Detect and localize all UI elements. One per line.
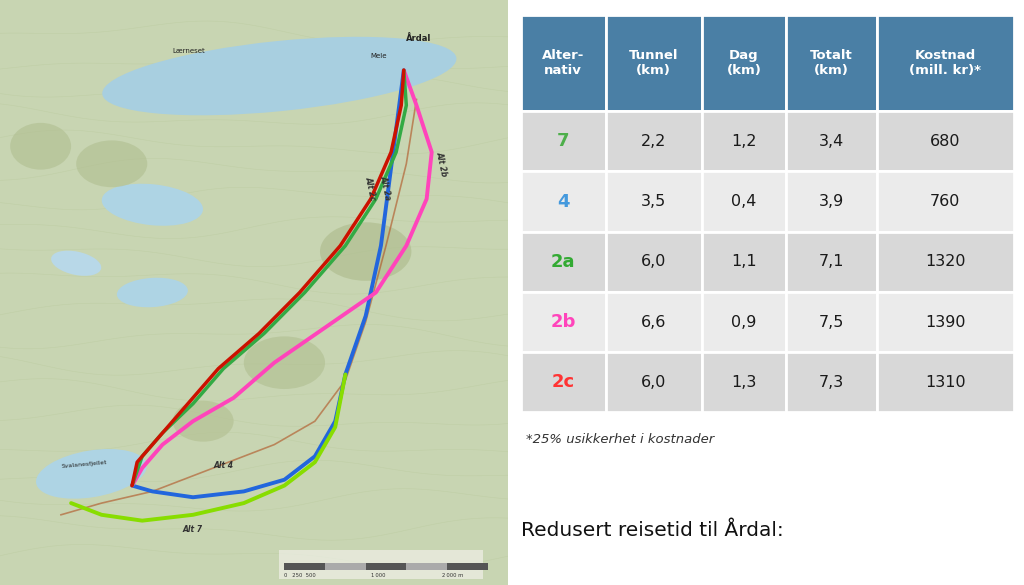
Bar <box>786 352 877 412</box>
Text: Redusert reisetid til Årdal:: Redusert reisetid til Årdal: <box>521 521 783 539</box>
Text: Mele: Mele <box>371 53 387 60</box>
Text: Svalanesfjellet: Svalanesfjellet <box>61 460 108 469</box>
Text: 1,1: 1,1 <box>731 254 757 269</box>
Bar <box>605 171 701 232</box>
Bar <box>877 292 1014 352</box>
Bar <box>786 292 877 352</box>
Bar <box>786 111 877 171</box>
Bar <box>877 232 1014 292</box>
Text: Dag
(km): Dag (km) <box>727 49 762 77</box>
Text: Alt 2a: Alt 2a <box>379 174 392 201</box>
Text: Totalt
(km): Totalt (km) <box>810 49 853 77</box>
Text: Alt 7: Alt 7 <box>183 525 203 534</box>
Text: 1,3: 1,3 <box>731 375 757 390</box>
Bar <box>877 352 1014 412</box>
Text: 6,0: 6,0 <box>641 254 667 269</box>
Bar <box>605 292 701 352</box>
Text: 1320: 1320 <box>925 254 966 269</box>
Bar <box>786 15 877 111</box>
Bar <box>446 563 487 570</box>
Ellipse shape <box>101 184 203 226</box>
Text: 0,4: 0,4 <box>731 194 757 209</box>
Text: Lærneset: Lærneset <box>173 47 206 54</box>
Text: Alt 2b: Alt 2b <box>434 151 449 177</box>
Bar <box>325 563 366 570</box>
Bar <box>877 171 1014 232</box>
Bar <box>521 292 605 352</box>
Text: 6,0: 6,0 <box>641 375 667 390</box>
Text: 4: 4 <box>557 192 569 211</box>
Bar <box>701 292 786 352</box>
Text: 0   250  500: 0 250 500 <box>285 573 316 578</box>
Text: Kostnad
(mill. kr)*: Kostnad (mill. kr)* <box>909 49 981 77</box>
Text: 2b: 2b <box>551 313 575 331</box>
Text: 760: 760 <box>930 194 961 209</box>
Bar <box>605 111 701 171</box>
Bar <box>877 111 1014 171</box>
Text: 1390: 1390 <box>925 315 966 329</box>
Bar <box>280 550 482 579</box>
Bar <box>521 15 605 111</box>
Ellipse shape <box>76 140 147 187</box>
Bar <box>786 232 877 292</box>
Text: 2a: 2a <box>551 253 575 271</box>
Text: Alt 2c: Alt 2c <box>364 175 377 201</box>
Bar <box>701 232 786 292</box>
Ellipse shape <box>36 449 146 498</box>
Text: 6,6: 6,6 <box>641 315 667 329</box>
Bar <box>521 352 605 412</box>
Bar <box>366 563 407 570</box>
Text: Alter-
nativ: Alter- nativ <box>542 49 585 77</box>
Text: 2c: 2c <box>552 373 574 391</box>
Text: 0,9: 0,9 <box>731 315 757 329</box>
Bar <box>701 352 786 412</box>
Text: 3,9: 3,9 <box>819 194 844 209</box>
Bar <box>877 15 1014 111</box>
Bar <box>285 563 325 570</box>
Text: 2,2: 2,2 <box>641 134 667 149</box>
Ellipse shape <box>173 401 233 442</box>
Text: 1 000: 1 000 <box>371 573 385 578</box>
Text: Tunnel
(km): Tunnel (km) <box>629 49 678 77</box>
Bar <box>701 111 786 171</box>
Bar <box>605 352 701 412</box>
Text: 7,1: 7,1 <box>819 254 845 269</box>
Ellipse shape <box>10 123 71 170</box>
Ellipse shape <box>117 278 187 307</box>
Bar <box>605 15 701 111</box>
Bar <box>521 232 605 292</box>
Bar <box>605 232 701 292</box>
Bar <box>701 15 786 111</box>
Bar <box>407 563 446 570</box>
Text: Årdal: Årdal <box>407 34 432 43</box>
Bar <box>701 171 786 232</box>
Text: *25% usikkerhet i kostnader: *25% usikkerhet i kostnader <box>526 433 714 446</box>
Text: 680: 680 <box>930 134 961 149</box>
Text: 1310: 1310 <box>925 375 966 390</box>
Text: Alt 4: Alt 4 <box>213 461 233 470</box>
Bar <box>521 111 605 171</box>
Text: 1,2: 1,2 <box>731 134 757 149</box>
Text: 2 000 m: 2 000 m <box>442 573 463 578</box>
Text: 3,4: 3,4 <box>819 134 844 149</box>
Ellipse shape <box>102 37 457 115</box>
Bar <box>521 171 605 232</box>
Ellipse shape <box>319 222 412 281</box>
Text: 7,5: 7,5 <box>819 315 844 329</box>
Text: 3,5: 3,5 <box>641 194 667 209</box>
Bar <box>786 171 877 232</box>
Text: 7: 7 <box>557 132 569 150</box>
Text: 7,3: 7,3 <box>819 375 844 390</box>
Ellipse shape <box>51 250 101 276</box>
Ellipse shape <box>244 336 325 389</box>
